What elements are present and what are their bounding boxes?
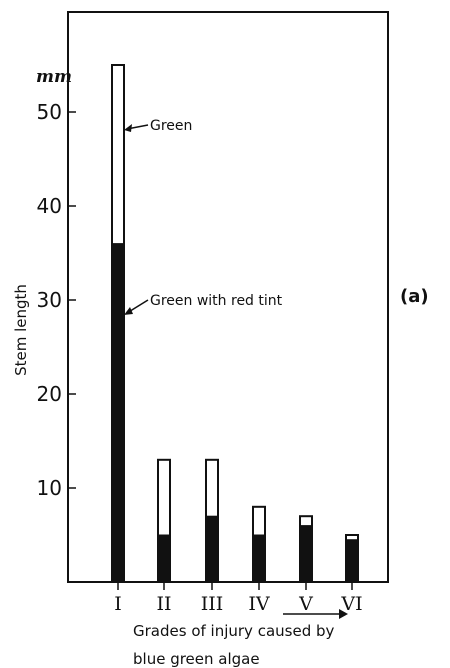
annotation-red-tint-arrowhead [124,307,133,315]
x-tick-label: IV [248,593,270,615]
bar-red-tint-segment [345,539,359,583]
bar-red-tint-segment [205,515,219,583]
y-tick-label: 30 [37,288,62,312]
bar-red-tint-segment [252,534,266,583]
x-axis-title-line-1: Grades of injury caused by [133,622,335,640]
grade-direction-arrowhead [339,609,348,619]
y-tick-label: 50 [37,100,62,124]
y-unit-label: mm [36,67,72,87]
bar-red-tint-segment [299,525,313,583]
x-tick-label: VI [340,593,362,615]
y-tick-label: 10 [37,476,62,500]
bars-group [111,64,359,584]
x-axis-ticks: I II III IV V VI [114,582,363,615]
y-axis-title: Stem length [12,284,30,376]
x-tick-label: II [156,593,171,615]
bar-red-tint-segment [157,534,171,583]
bar-red-tint-segment [111,243,125,583]
y-tick-label: 20 [37,382,62,406]
x-tick-label: I [114,593,122,615]
annotation-green-red-tint: Green with red tint [150,293,283,309]
plot-frame [67,11,389,583]
x-axis-title-line-2: blue green algae [133,650,260,668]
annotation-green: Green [150,118,192,134]
panel-label: (a) [400,286,429,307]
y-tick-label: 40 [37,194,62,218]
x-tick-label: III [201,593,224,615]
annotation-green-arrowhead [124,124,132,132]
x-tick-label: V [298,593,313,615]
y-axis-ticks: 10 20 30 40 50 [37,100,76,500]
